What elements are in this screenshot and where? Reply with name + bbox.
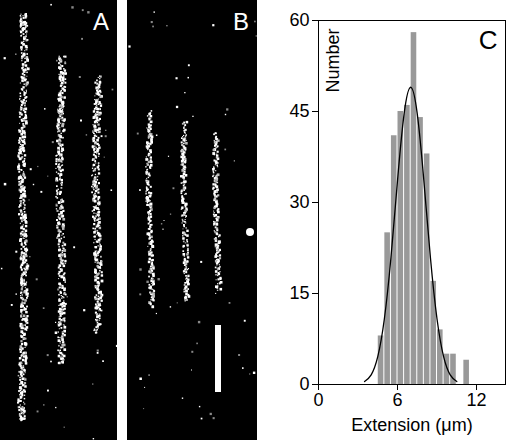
svg-text:B: B: [233, 8, 249, 35]
svg-text:15: 15: [289, 283, 309, 303]
svg-text:30: 30: [289, 192, 309, 212]
svg-text:C: C: [479, 25, 498, 55]
svg-text:0: 0: [313, 390, 323, 410]
svg-text:60: 60: [289, 10, 309, 30]
svg-text:A: A: [93, 8, 109, 35]
svg-text:6: 6: [393, 390, 403, 410]
svg-text:Extension (μm): Extension (μm): [351, 415, 472, 435]
svg-text:45: 45: [289, 101, 309, 121]
svg-text:12: 12: [467, 390, 487, 410]
svg-text:0: 0: [299, 374, 309, 394]
svg-text:Number: Number: [323, 29, 343, 93]
